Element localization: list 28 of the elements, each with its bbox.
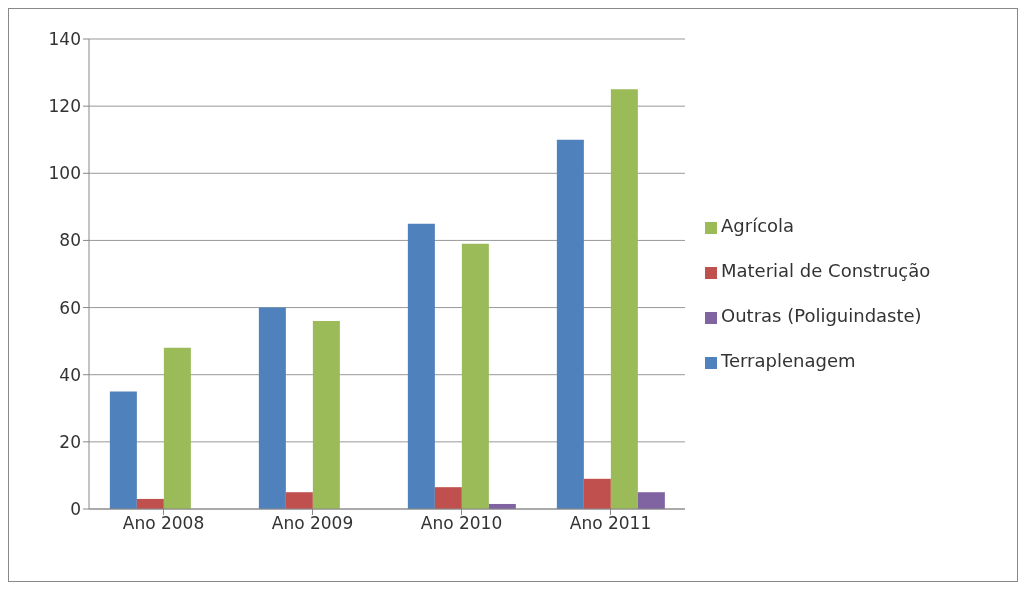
legend-label: Terraplenagem	[721, 350, 856, 371]
bar	[434, 487, 462, 509]
x-tick-label: Ano 2010	[420, 513, 503, 534]
x-tick-label: Ano 2011	[569, 513, 652, 534]
y-tick-label: 100	[48, 163, 81, 184]
y-tick-label: 80	[59, 230, 81, 251]
y-tick-label: 20	[59, 431, 81, 452]
y-tick-label: 0	[70, 499, 81, 520]
x-tick-label: Ano 2008	[122, 513, 205, 534]
bar	[258, 307, 286, 509]
legend-label: Material de Construção	[721, 260, 931, 281]
legend-label: Agrícola	[721, 215, 795, 236]
y-tick-label: 60	[59, 297, 81, 318]
bar	[109, 391, 137, 509]
y-tick-label: 120	[48, 96, 81, 117]
bar	[285, 492, 313, 509]
bar	[556, 139, 584, 509]
bar	[637, 492, 665, 509]
bar	[163, 347, 191, 509]
bar	[312, 321, 340, 509]
y-tick-label: 140	[48, 29, 81, 50]
bar	[610, 89, 638, 509]
bar	[461, 243, 489, 509]
legend-label: Outras (Poliguindaste)	[721, 305, 922, 326]
x-tick-label: Ano 2009	[271, 513, 354, 534]
bar	[583, 478, 611, 509]
y-tick-label: 40	[59, 364, 81, 385]
bar	[407, 223, 435, 509]
